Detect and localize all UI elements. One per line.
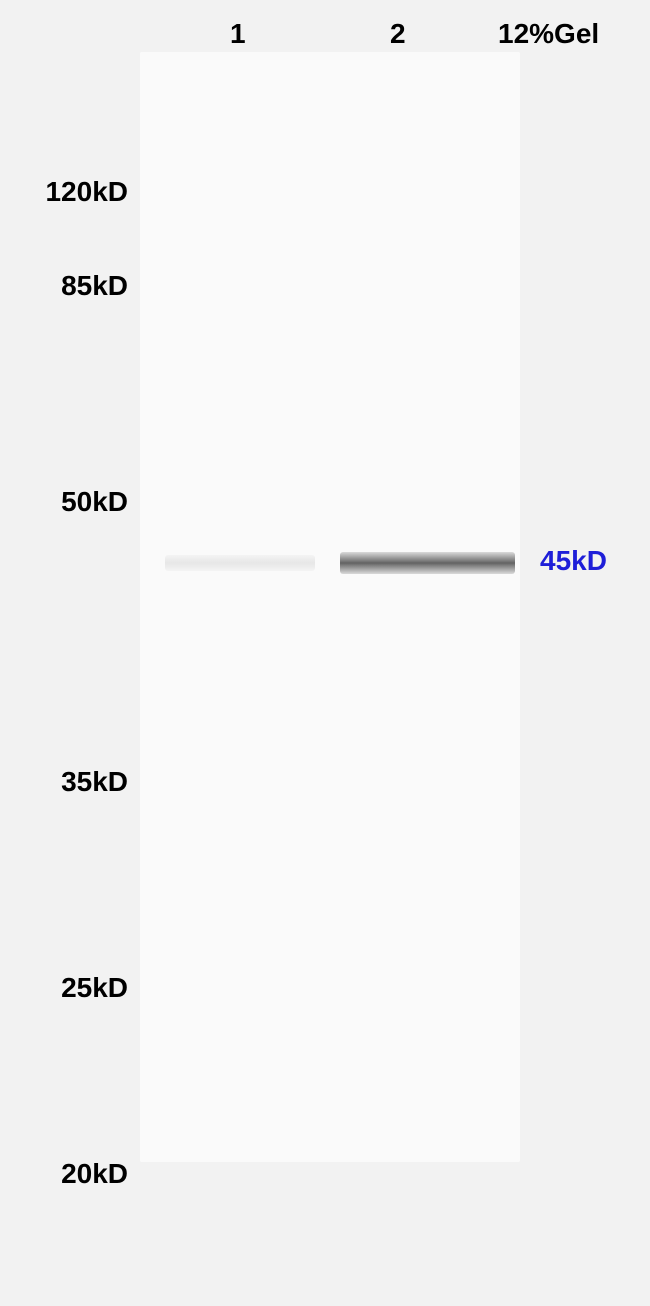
band-lane1-45kd — [165, 555, 315, 571]
band-label-45kd: 45kD — [540, 545, 607, 577]
blot-container: 1 2 12%Gel 120kD 85kD 50kD 35kD 25kD 20k… — [0, 0, 650, 1306]
band-lane2-45kd — [340, 552, 515, 574]
marker-label-20kd: 20kD — [61, 1158, 128, 1190]
lane-label-2: 2 — [390, 18, 406, 50]
marker-label-85kd: 85kD — [61, 270, 128, 302]
marker-label-50kd: 50kD — [61, 486, 128, 518]
marker-label-35kd: 35kD — [61, 766, 128, 798]
marker-label-120kd: 120kD — [45, 176, 128, 208]
blot-membrane-area — [140, 52, 520, 1162]
gel-percentage-label: 12%Gel — [498, 18, 599, 50]
marker-label-25kd: 25kD — [61, 972, 128, 1004]
lane-label-1: 1 — [230, 18, 246, 50]
